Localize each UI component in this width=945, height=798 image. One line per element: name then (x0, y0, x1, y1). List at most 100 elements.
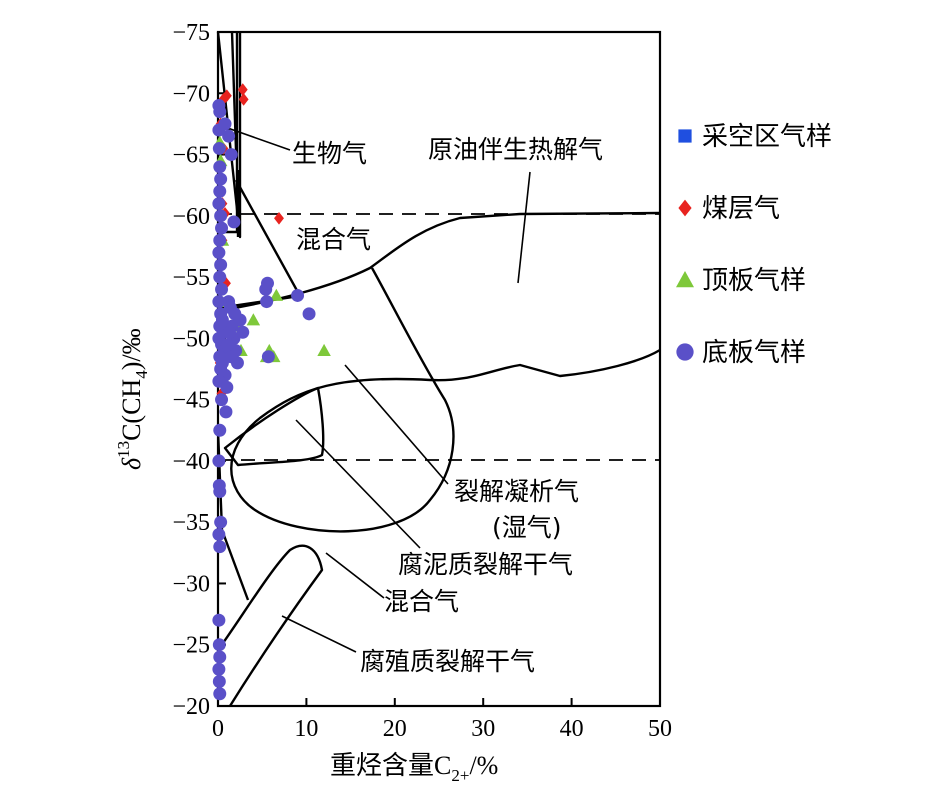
data-point-circle (215, 393, 229, 407)
y-tick-label: −30 (172, 571, 210, 597)
data-point-circle (223, 325, 236, 339)
data-point-circle (212, 246, 226, 260)
y-tick-label: −70 (172, 81, 210, 107)
x-tick-label: 40 (560, 716, 584, 742)
data-point-circle (218, 117, 232, 131)
x-axis-title-main: 重烃含量C (330, 751, 451, 780)
legend-marker-triangle (676, 271, 694, 288)
data-point-triangle (317, 343, 331, 357)
data-points (212, 83, 331, 701)
data-point-circle (212, 141, 226, 155)
data-point-circle (213, 105, 227, 119)
y-axis-ticks: −75 −70 −65 −60 −55 −50 −45 −40 −35 −30 −25 −20 (172, 20, 226, 720)
data-point-circle (228, 307, 242, 321)
label-biogas: 生物气 (292, 139, 367, 168)
x-tick-label: 10 (294, 716, 318, 742)
label-mixed-bottom: 混合气 (384, 587, 459, 616)
data-point-circle (227, 215, 241, 229)
data-point-circle (213, 485, 227, 499)
y-axis-title: δ13C(CH4)/‰ (114, 328, 151, 470)
data-point-circle (236, 325, 250, 339)
y-axis-title-sub: 4 (132, 370, 151, 379)
label-mixed-top: 混合气 (296, 225, 371, 254)
data-point-circle (302, 307, 316, 321)
leader-mixed-bottom (325, 552, 385, 599)
data-point-diamond (274, 211, 284, 225)
data-point-circle (220, 380, 234, 394)
legend-label: 底板气样 (702, 338, 806, 368)
y-tick-label: −65 (172, 143, 210, 169)
y-tick-label: −35 (172, 510, 210, 536)
label-humic: 腐殖质裂解干气 (360, 647, 535, 676)
data-point-circle (213, 160, 227, 174)
x-axis-title-unit: /% (469, 751, 498, 780)
y-tick-label: −20 (172, 694, 210, 720)
label-condensate-2: (湿气) (492, 513, 562, 542)
y-tick-label: −40 (172, 449, 210, 475)
data-point-triangle (269, 288, 284, 301)
region-humic-boundary (217, 544, 324, 707)
data-point-circle (212, 675, 226, 688)
data-point-circle (221, 338, 235, 351)
legend-marker-square (678, 129, 692, 143)
data-point-circle (214, 258, 228, 272)
leader-biogas (221, 125, 291, 151)
y-axis-title-main: C(CH (117, 379, 146, 441)
data-point-circle (213, 540, 227, 554)
x-axis-ticks: 0 10 20 30 40 50 (212, 698, 672, 742)
region-oil-associated-boundary (222, 211, 661, 312)
data-point-circle (215, 221, 229, 235)
region-condensate-boundary (230, 267, 661, 533)
data-point-diamond (221, 89, 232, 103)
region-mixed-top-boundary (217, 179, 302, 310)
label-condensate-1: 裂解凝析气 (454, 477, 579, 506)
region-sapropel-boundary (223, 386, 325, 467)
y-axis-title-delta: δ (117, 457, 146, 470)
data-point-circle (222, 129, 236, 143)
data-point-circle (212, 197, 226, 211)
data-point-circle (214, 172, 228, 186)
data-point-circle (212, 613, 226, 627)
data-point-circle (213, 233, 227, 247)
data-point-circle (230, 356, 244, 370)
data-point-circle (214, 209, 228, 223)
data-point-circle (219, 405, 233, 419)
y-tick-label: −45 (172, 388, 210, 414)
x-tick-label: 20 (383, 716, 407, 742)
data-point-circle (212, 527, 226, 541)
label-oil-assoc: 原油伴生热解气 (428, 135, 603, 164)
data-point-circle (213, 650, 227, 664)
data-point-circle (291, 288, 305, 302)
leader-condensate (344, 364, 449, 485)
y-tick-label: −50 (172, 326, 210, 352)
data-point-circle (213, 423, 227, 437)
data-point-circle (260, 295, 274, 309)
data-point-circle (213, 687, 227, 701)
y-tick-label: −25 (172, 633, 210, 659)
legend-marker-diamond (678, 199, 692, 217)
data-point-triangle (246, 313, 261, 326)
y-axis-title-sup: 13 (114, 441, 133, 458)
data-point-circle (212, 638, 226, 652)
data-point-circle (224, 148, 238, 162)
data-point-circle (212, 662, 226, 676)
legend-marker-circle (676, 343, 694, 361)
data-point-circle (261, 276, 274, 290)
data-point-circle (213, 184, 227, 198)
label-sapropel: 腐泥质裂解干气 (398, 550, 573, 579)
y-tick-label: −55 (172, 265, 210, 291)
x-tick-label: 0 (212, 716, 224, 742)
data-point-diamond (238, 93, 249, 106)
leader-humic (281, 615, 357, 653)
x-axis-title: 重烃含量C2+/% (330, 751, 498, 785)
legend-label: 煤层气 (702, 194, 780, 224)
legend-label: 顶板气样 (702, 266, 806, 296)
data-point-circle (214, 515, 228, 529)
leader-sapropel (295, 419, 421, 549)
x-tick-label: 30 (471, 716, 495, 742)
data-point-diamond (237, 83, 248, 96)
data-point-circle (212, 454, 226, 468)
x-axis-title-sub: 2+ (451, 766, 469, 785)
